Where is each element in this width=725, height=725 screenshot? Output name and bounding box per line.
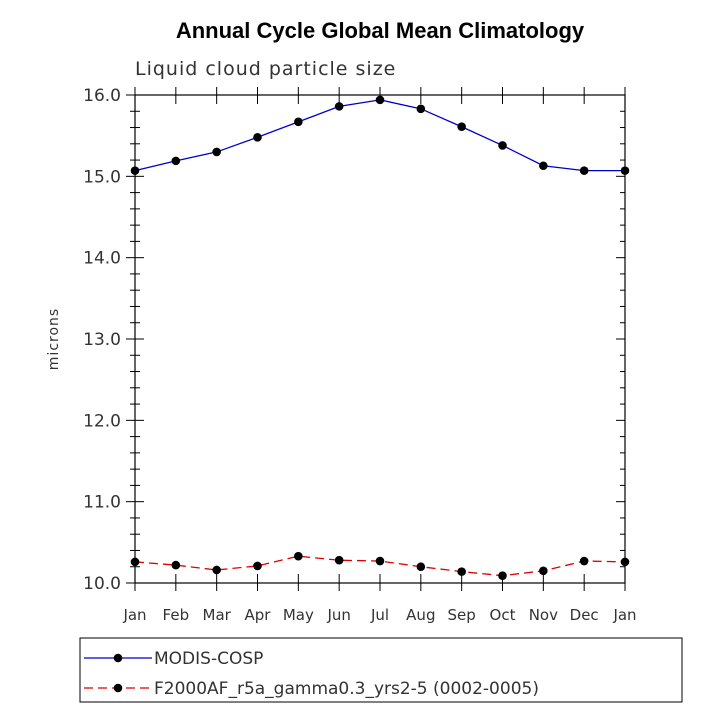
legend-items: MODIS-COSP F2000AF_r5a_gamma0.3_yrs2-5 (0… [84,649,539,699]
plot-frame [134,94,626,584]
y-tick-label: 12.0 [83,411,121,431]
series-1-point [539,566,548,576]
x-tick-label: Nov [529,606,558,624]
y-tick-label: 15.0 [83,167,121,187]
y-tick-label: 10.0 [83,574,121,594]
y-tick-label: 14.0 [83,249,121,269]
x-tick-label: Oct [490,606,516,624]
y-tick-label: 16.0 [83,86,121,106]
series-0-point [498,141,507,150]
series-0-point [212,147,221,157]
axes: 10.0 11.0 12.0 13.0 14.0 15.0 16.0 Jan Feb Mar Apr… [83,86,636,624]
series-1-point [171,560,181,570]
series-layer [130,95,630,580]
series-0-point [457,122,466,132]
series-1-point [294,551,303,561]
series-1-point [498,571,507,580]
x-tick-label: Feb [163,606,190,624]
series-1-point [620,557,630,567]
series-0-point [130,166,140,175]
series-1-point [130,557,140,567]
legend-box [79,637,683,703]
series-0-point [334,102,344,111]
series-1-point [212,565,221,575]
series-1-point [375,556,385,566]
legend: MODIS-COSP F2000AF_r5a_gamma0.3_yrs2-5 (0… [79,637,683,703]
series-0-point [579,166,589,175]
y-tick-label: 11.0 [83,493,121,513]
series-1-point [457,567,466,576]
series-0-point [253,132,262,142]
x-tick-label: May [283,606,314,624]
series-1-point [579,556,589,566]
legend-marker-0 [113,653,123,663]
series-0-point [620,166,630,175]
series-0-point [375,95,385,105]
series-0-point [416,104,426,114]
chart-subtitle: Liquid cloud particle size [135,58,396,80]
x-tick-label: Jan [612,606,636,624]
y-tick-label: 13.0 [83,330,121,350]
series-1-point [416,562,426,572]
legend-label-1: F2000AF_r5a_gamma0.3_yrs2-5 (0002-0005) [154,679,539,699]
series-line-0 [134,99,625,172]
legend-marker-1 [113,683,123,693]
series-0-point [171,156,181,166]
series-1-point [334,555,344,565]
legend-label-0: MODIS-COSP [154,649,263,669]
series-0-point [539,161,548,171]
x-tick-label: Apr [245,606,272,624]
x-tick-label: Sep [448,606,476,624]
x-tick-label: Jan [122,606,146,624]
x-tick-label: Jun [326,606,350,624]
x-tick-label: Aug [406,606,435,624]
x-tick-label: Mar [203,606,232,624]
x-tick-label: Dec [570,606,599,624]
y-axis-label: microns [46,308,62,370]
series-0-point [294,117,303,127]
series-1-point [253,561,262,571]
x-tick-label: Jul [370,606,389,624]
chart-title: Annual Cycle Global Mean Climatology [176,18,585,43]
